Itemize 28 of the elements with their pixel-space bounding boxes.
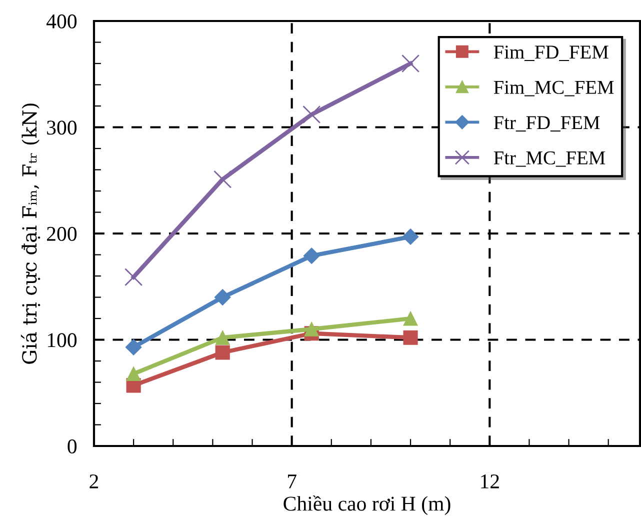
point	[126, 366, 141, 382]
x-tick-label: 12	[481, 474, 499, 488]
point	[304, 322, 319, 336]
x-axis-title: Chiều cao rơi H (m)	[284, 495, 450, 515]
point	[401, 54, 420, 73]
point	[125, 338, 142, 356]
y-tick-label: 0	[68, 439, 77, 454]
y-tick-label: 400	[46, 14, 77, 28]
legend-label: Ftr_FD_FEM	[494, 116, 600, 132]
y-axis-title: Giá trị cực đại Fᵢₘ, Fₜᵣ (kN)	[20, 104, 40, 364]
legend-label: Fim_MC_FEM	[494, 80, 614, 96]
point	[403, 311, 418, 326]
point	[403, 330, 418, 345]
x-tick-label: 2	[90, 474, 98, 488]
point	[402, 228, 419, 245]
point	[303, 248, 320, 264]
point	[215, 345, 230, 360]
y-tick-label: 100	[48, 333, 77, 348]
point	[214, 289, 231, 306]
legend-label: Ftr_MC_FEM	[494, 151, 606, 167]
legend-label: Fim_FD_FEM	[494, 46, 608, 61]
y-tick-label: 300	[47, 120, 77, 135]
y-tick-label: 200	[47, 226, 77, 241]
x-tick-label: 7	[288, 474, 296, 488]
point	[124, 268, 143, 286]
point	[215, 330, 230, 345]
point	[214, 170, 232, 188]
point	[302, 105, 321, 124]
